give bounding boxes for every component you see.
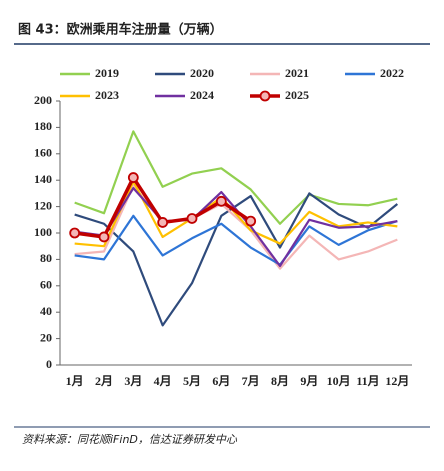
x-tick-label: 11月 xyxy=(356,374,379,388)
point xyxy=(215,195,227,207)
x-tick-label: 12月 xyxy=(385,374,409,388)
y-tick-label: 180 xyxy=(34,119,52,133)
legend-label: 2025 xyxy=(285,88,309,102)
legend-label: 2021 xyxy=(285,66,309,80)
y-tick-label: 200 xyxy=(34,93,52,107)
x-tick-label: 8月 xyxy=(271,374,289,388)
point xyxy=(127,172,139,183)
legend-label: 2024 xyxy=(190,88,214,102)
legend-label: 2022 xyxy=(380,66,404,80)
x-tick-label: 6月 xyxy=(212,374,230,388)
y-tick-label: 140 xyxy=(34,172,52,186)
x-tick-label: 5月 xyxy=(183,374,201,388)
y-tick-label: 20 xyxy=(40,330,52,344)
y-tick-label: 60 xyxy=(40,278,52,292)
x-tick-label: 10月 xyxy=(327,374,351,388)
source: 资料来源：同花顺iFinD，信达证券研发中心 xyxy=(22,433,238,446)
series-line xyxy=(74,192,399,327)
series-line xyxy=(74,180,398,248)
point xyxy=(157,217,169,228)
y-tick-label: 120 xyxy=(34,198,52,212)
x-tick-label: 3月 xyxy=(124,374,142,388)
x-tick-label: 7月 xyxy=(242,374,260,388)
series-line xyxy=(74,130,398,225)
point xyxy=(186,213,198,224)
x-tick-label: 4月 xyxy=(154,374,172,388)
y-tick-label: 40 xyxy=(40,304,52,318)
y-tick-label: 0 xyxy=(46,357,52,371)
legend-marker xyxy=(259,90,271,102)
point xyxy=(69,227,81,239)
legend-label: 2020 xyxy=(190,66,214,80)
x-tick-label: 2月 xyxy=(95,374,113,388)
x-tick-label: 9月 xyxy=(300,374,318,388)
y-tick-label: 160 xyxy=(34,146,52,160)
y-tick-label: 100 xyxy=(34,225,52,239)
y-tick-label: 80 xyxy=(40,251,52,265)
point xyxy=(245,215,257,227)
point xyxy=(98,231,110,243)
legend-label: 2019 xyxy=(95,66,119,80)
chart-title: 图 43：欧洲乘用车注册量（万辆） xyxy=(18,22,223,38)
legend-label: 2023 xyxy=(95,88,119,102)
x-tick-label: 1月 xyxy=(66,374,84,388)
series-line xyxy=(74,214,398,266)
